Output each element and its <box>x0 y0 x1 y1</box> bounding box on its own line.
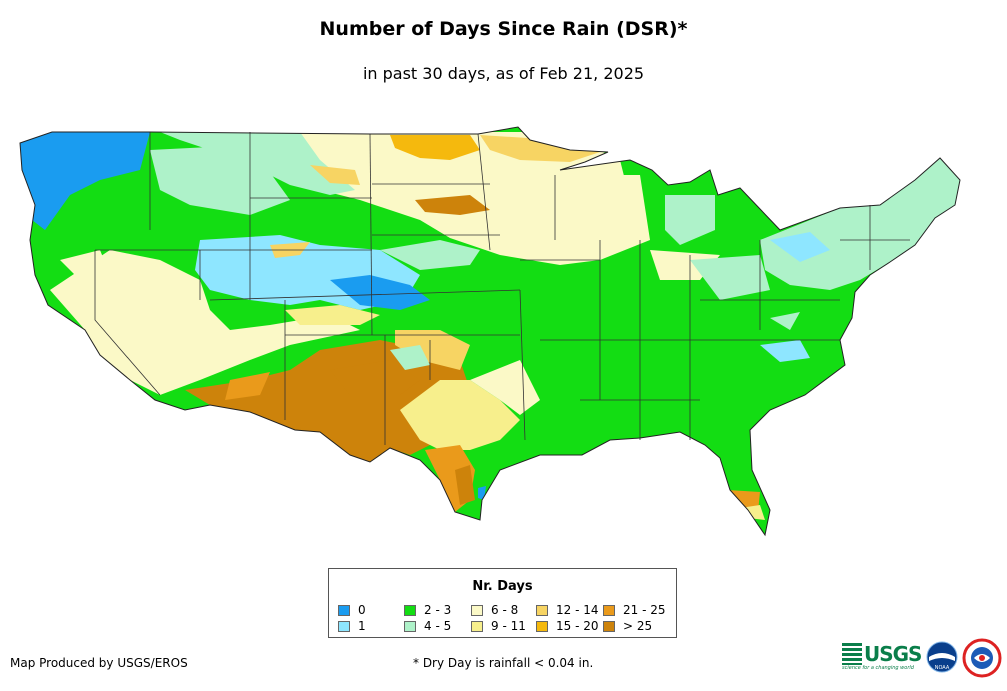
legend-item-1: 1 <box>338 619 366 633</box>
legend-swatch-over-25 <box>603 620 615 632</box>
region-4-5-texas-panhandle <box>390 345 430 370</box>
legend-label-9-11: 9 - 11 <box>491 619 526 633</box>
region-9-11-kansas <box>285 305 380 325</box>
legend-item-15-20: 15 - 20 <box>536 619 599 633</box>
usgs-tagline: science for a changing world <box>842 665 914 671</box>
legend-swatch-15-20 <box>536 620 548 632</box>
usgs-logo-text: USGS <box>864 642 922 666</box>
legend-label-6-8: 6 - 8 <box>491 603 519 617</box>
legend-item-over-25: > 25 <box>603 619 652 633</box>
usgs-logo: USGS <box>842 642 922 666</box>
legend-swatch-6-8 <box>471 604 483 616</box>
region-1-pennsylvania <box>770 232 830 262</box>
legend-item-4-5: 4 - 5 <box>404 619 451 633</box>
nws-logo <box>962 638 1002 678</box>
noaa-logo: NOAA <box>926 641 958 673</box>
legend-swatch-4-5 <box>404 620 416 632</box>
legend-swatch-1 <box>338 620 350 632</box>
legend-swatch-2-3 <box>404 604 416 616</box>
region-4-5-nebraska <box>380 240 480 270</box>
region-4-5-virginia <box>770 312 800 330</box>
region-12-14-minnesota <box>480 135 600 162</box>
region-1-carolinas <box>760 340 810 362</box>
region-12-14-montana-east <box>310 165 360 185</box>
dsr-regions <box>20 127 960 535</box>
legend-item-0: 0 <box>338 603 366 617</box>
region-21-25-arizona <box>225 372 270 400</box>
dry-day-note: * Dry Day is rainfall < 0.04 in. <box>413 656 594 670</box>
legend-label-1: 1 <box>358 619 366 633</box>
legend-item-12-14: 12 - 14 <box>536 603 599 617</box>
legend: Nr. Days 0 1 2 - 3 4 - 5 6 - 8 9 - 11 12… <box>328 568 677 638</box>
region-6-8-wisconsin <box>560 175 650 260</box>
region-6-8-great-basin <box>50 250 360 395</box>
region-0-colorado-east <box>330 275 430 310</box>
region-4-5-ohio <box>690 255 770 300</box>
region-4-5-michigan <box>665 195 715 245</box>
us-dsr-map <box>19 126 961 536</box>
map-subtitle: in past 30 days, as of Feb 21, 2025 <box>362 64 645 83</box>
region-6-8-california-north <box>60 250 110 280</box>
region-over-25-rio-grande <box>455 465 475 505</box>
state-borders <box>94 132 910 445</box>
legend-item-6-8: 6 - 8 <box>471 603 518 617</box>
legend-label-4-5: 4 - 5 <box>424 619 452 633</box>
legend-label-15-20: 15 - 20 <box>556 619 599 633</box>
legend-label-0: 0 <box>358 603 366 617</box>
legend-swatch-0 <box>338 604 350 616</box>
region-0-texas-coast <box>478 486 486 500</box>
region-9-11-central-texas <box>400 380 520 450</box>
region-over-25-south-dakota <box>415 195 490 215</box>
legend-label-over-25: > 25 <box>623 619 653 633</box>
legend-swatch-9-11 <box>471 620 483 632</box>
legend-title: Nr. Days <box>472 579 533 594</box>
region-15-20-north-dakota <box>390 135 480 160</box>
legend-label-2-3: 2 - 3 <box>424 603 452 617</box>
region-4-5-idaho <box>150 145 290 215</box>
region-12-14-oklahoma-panhandle <box>395 330 470 370</box>
map-title: Number of Days Since Rain (DSR)* <box>319 18 688 40</box>
usgs-waves-icon <box>842 643 862 665</box>
credit-text: Map Produced by USGS/EROS <box>10 656 188 670</box>
legend-item-2-3: 2 - 3 <box>404 603 451 617</box>
region-0-pacific-northwest <box>20 132 150 230</box>
noaa-logo-text: NOAA <box>935 665 950 671</box>
legend-item-21-25: 21 - 25 <box>603 603 666 617</box>
legend-swatch-21-25 <box>603 604 615 616</box>
legend-label-21-25: 21 - 25 <box>623 603 666 617</box>
region-over-25-new-mexico <box>330 360 420 395</box>
legend-label-12-14: 12 - 14 <box>556 603 599 617</box>
legend-item-9-11: 9 - 11 <box>471 619 526 633</box>
legend-swatch-12-14 <box>536 604 548 616</box>
